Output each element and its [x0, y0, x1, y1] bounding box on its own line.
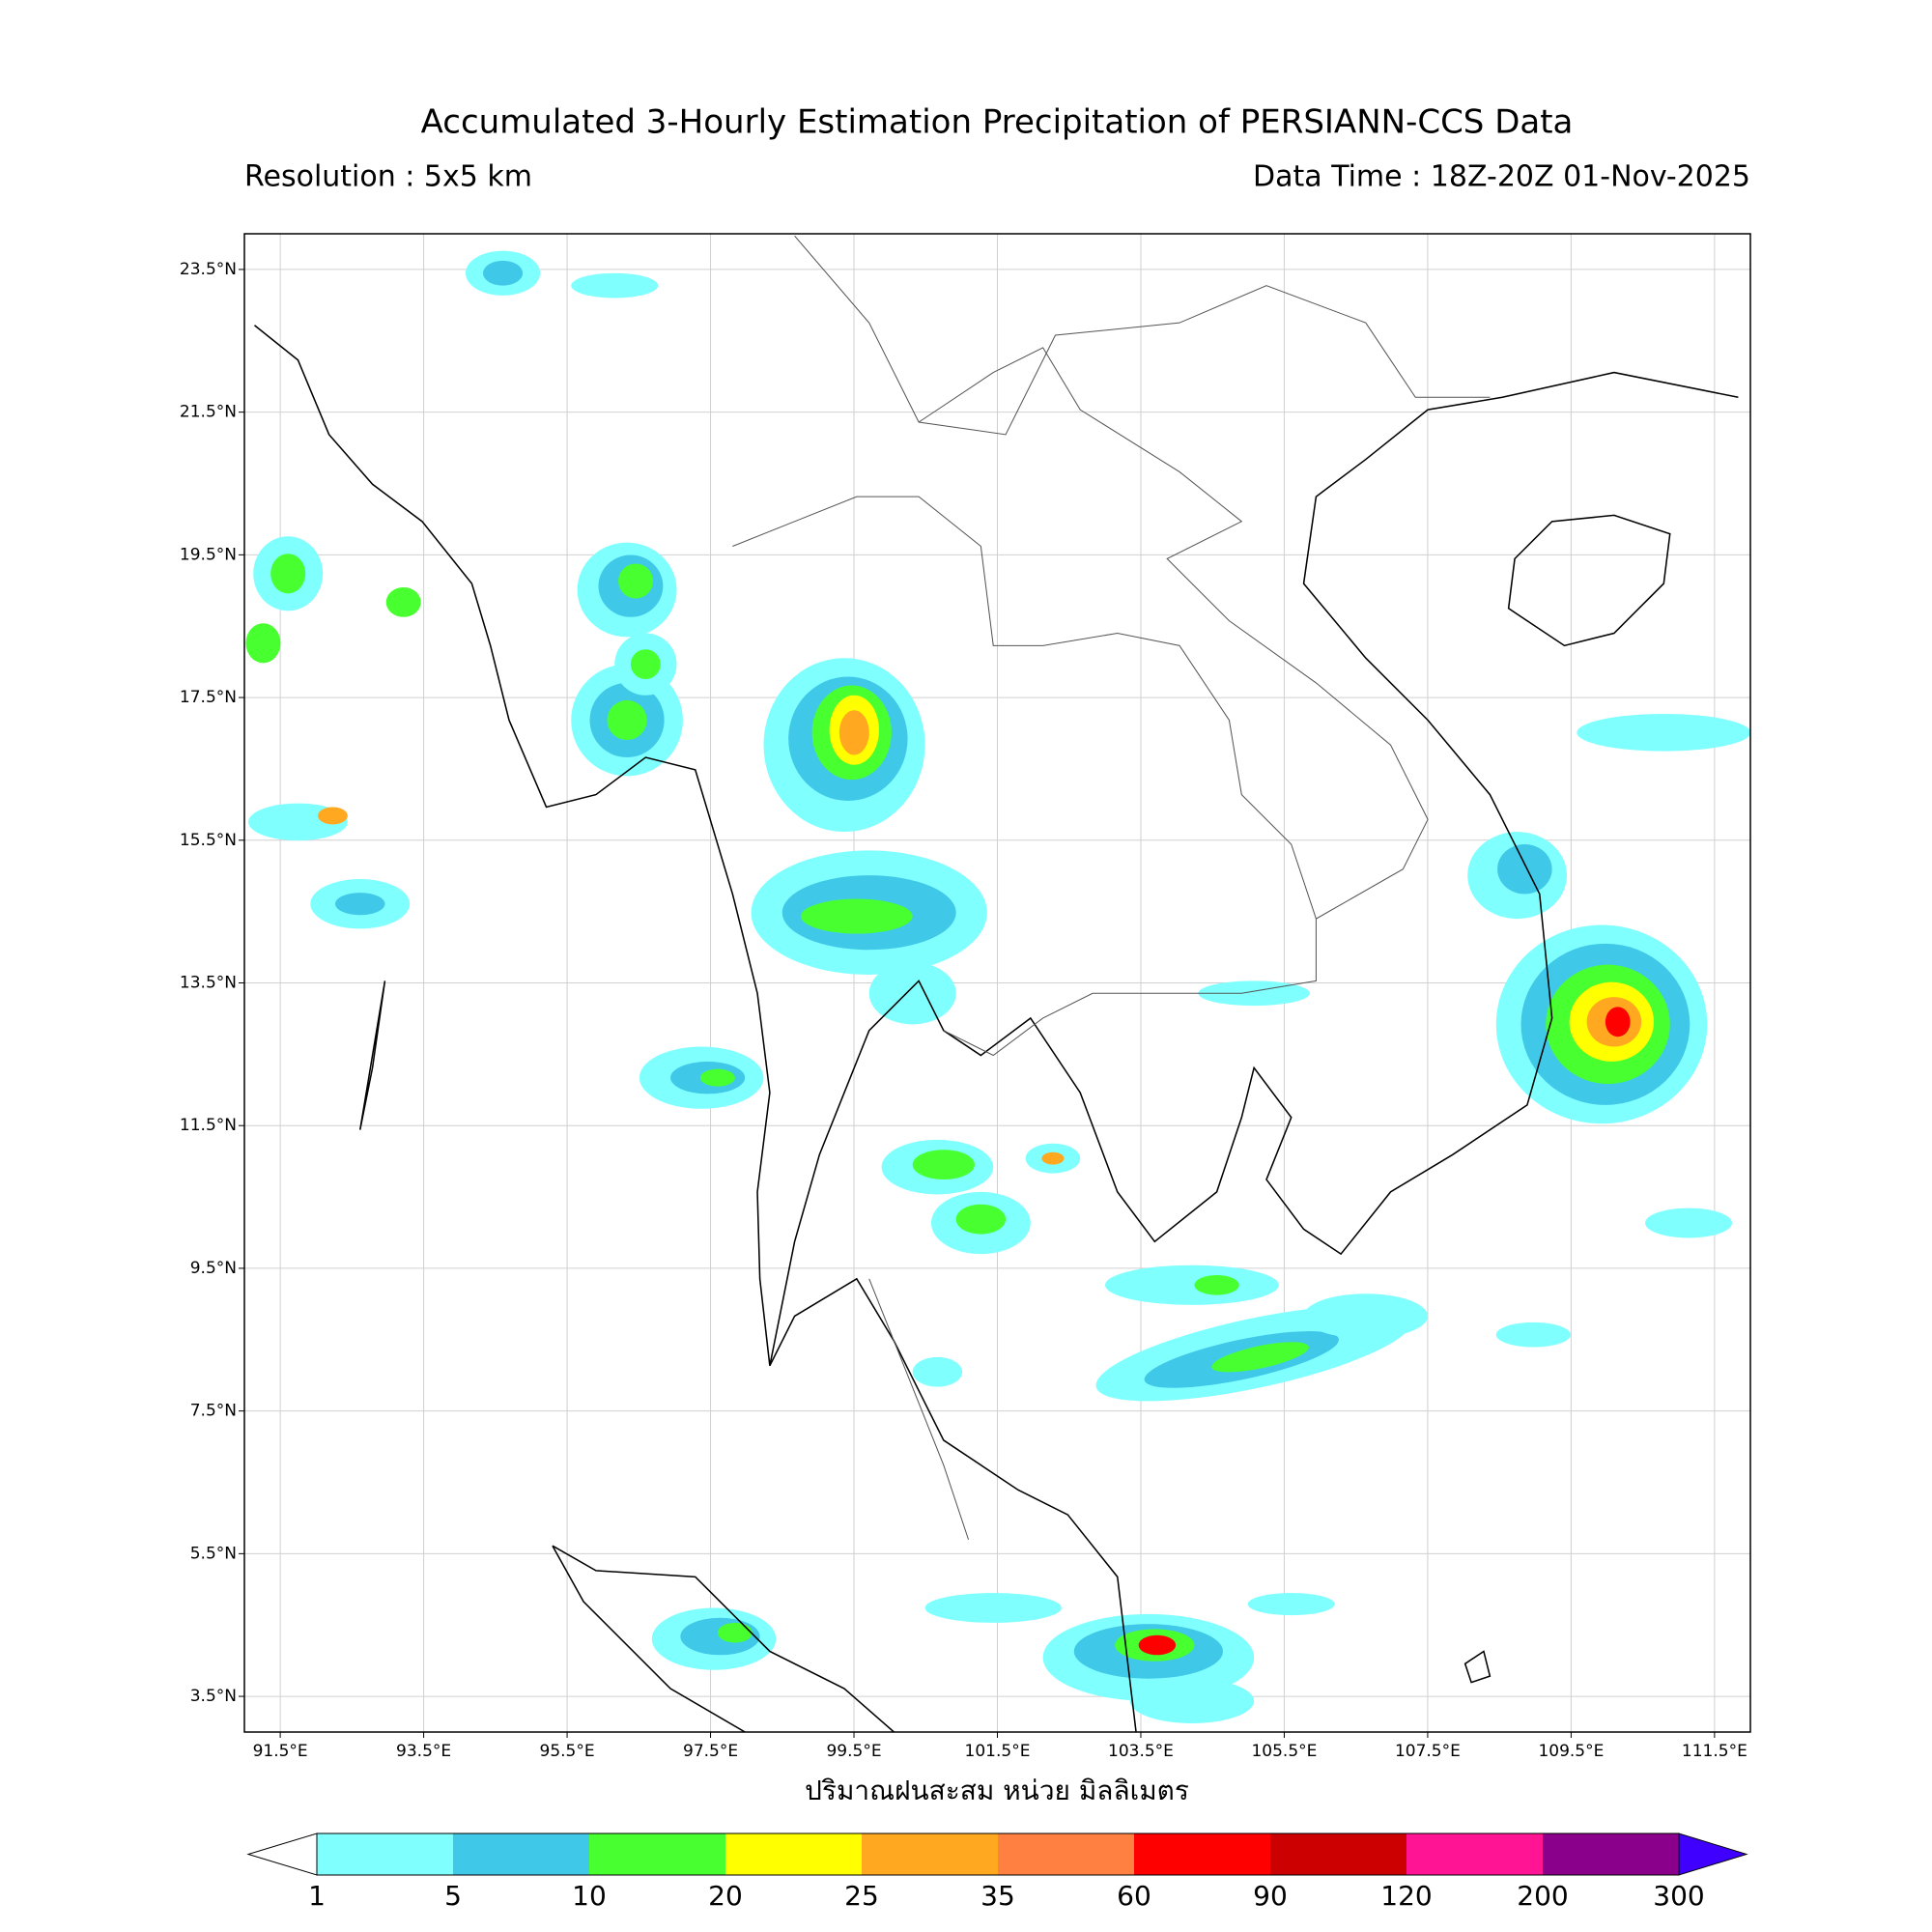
- lat-tick-label: 7.5°N: [190, 1402, 237, 1421]
- lon-tick-label: 105.5°E: [1251, 1742, 1317, 1761]
- lat-tick-label: 21.5°N: [180, 403, 237, 422]
- colorbar-bin: [1270, 1833, 1406, 1875]
- lon-tick-label: 99.5°E: [826, 1742, 881, 1761]
- lat-tick-label: 3.5°N: [190, 1687, 237, 1706]
- coastline: [254, 325, 1739, 1732]
- colorbar-bin: [862, 1833, 998, 1875]
- colorbar-outline: [316, 1833, 1680, 1876]
- title: Accumulated 3-Hourly Estimation Precipit…: [421, 103, 1574, 142]
- precipitation-layer: [245, 235, 1750, 1732]
- lat-tick-label: 23.5°N: [180, 260, 237, 279]
- colorbar-bin: [998, 1833, 1134, 1875]
- lon-tick-label: 111.5°E: [1682, 1742, 1747, 1761]
- lat-tick-label: 5.5°N: [190, 1544, 237, 1563]
- data-time: Data Time : 18Z-20Z 01-Nov-2025: [1253, 160, 1750, 194]
- colorbar-label: 300: [1653, 1880, 1704, 1912]
- colorbar-bin: [317, 1833, 453, 1875]
- lon-tick-label: 103.5°E: [1108, 1742, 1174, 1761]
- lon-tick-label: 93.5°E: [396, 1742, 451, 1761]
- lon-tick-label: 109.5°E: [1538, 1742, 1604, 1761]
- map-frame: [243, 233, 1751, 1733]
- colorbar: 1 5 10 20 25 35 60 90 120 200 300: [246, 1833, 1748, 1912]
- lat-tick-label: 9.5°N: [190, 1259, 237, 1278]
- grid: [239, 234, 1750, 1738]
- colorbar-bin: [1134, 1833, 1270, 1875]
- lat-tick-label: 15.5°N: [180, 831, 237, 850]
- colorbar-bin: [1406, 1833, 1543, 1875]
- colorbar-label: 120: [1380, 1880, 1432, 1912]
- lat-tick-label: 17.5°N: [180, 688, 237, 707]
- lat-tick-label: 19.5°N: [180, 545, 237, 564]
- colorbar-under: [246, 1833, 318, 1876]
- colorbar-label: 90: [1253, 1880, 1288, 1912]
- borders: [732, 235, 1491, 1540]
- colorbar-label: 10: [572, 1880, 607, 1912]
- colorbar-label: 20: [708, 1880, 743, 1912]
- lon-tick-label: 95.5°E: [540, 1742, 595, 1761]
- colorbar-label: 60: [1117, 1880, 1151, 1912]
- lat-tick-label: 11.5°N: [180, 1116, 237, 1135]
- x-axis-label: ปริมาณฝนสะสม หน่วย มิลลิเมตร: [805, 1775, 1189, 1806]
- lon-tick-label: 101.5°E: [965, 1742, 1031, 1761]
- colorbar-bin: [1543, 1833, 1679, 1875]
- colorbar-bin: [725, 1833, 862, 1875]
- lon-tick-label: 97.5°E: [683, 1742, 738, 1761]
- colorbar-bin: [589, 1833, 725, 1875]
- lat-tick-label: 13.5°N: [180, 974, 237, 993]
- lon-tick-label: 107.5°E: [1395, 1742, 1461, 1761]
- colorbar-label: 25: [844, 1880, 879, 1912]
- resolution: Resolution : 5x5 km: [244, 160, 532, 194]
- colorbar-bin: [453, 1833, 589, 1875]
- colorbar-over: [1678, 1833, 1748, 1876]
- colorbar-label: 1: [308, 1880, 326, 1912]
- lon-tick-label: 91.5°E: [253, 1742, 308, 1761]
- colorbar-label: 200: [1517, 1880, 1568, 1912]
- colorbar-label: 5: [444, 1880, 462, 1912]
- colorbar-label: 35: [980, 1880, 1015, 1912]
